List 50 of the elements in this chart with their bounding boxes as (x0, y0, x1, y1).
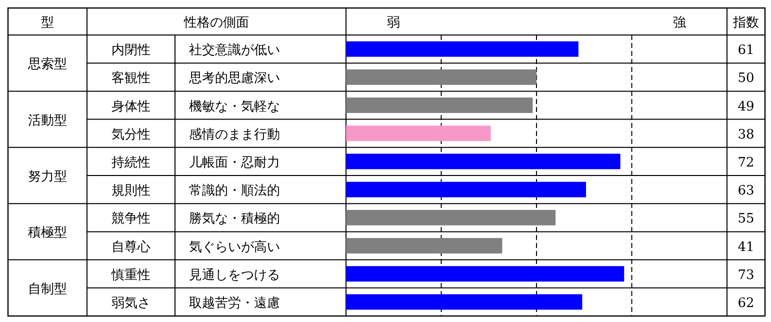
data-label: 41 (738, 240, 754, 255)
y-tick-label: 客観性 (112, 70, 150, 86)
data-label: 55 (738, 212, 754, 227)
bar (346, 98, 533, 113)
data-label: 49 (738, 99, 754, 114)
bar (346, 69, 536, 85)
text: 自制型 (28, 282, 67, 297)
bar (346, 41, 578, 57)
text: 勝気な・積極的 (189, 212, 280, 227)
text: 性格の側面 (183, 16, 249, 30)
data-label: 62 (738, 296, 754, 311)
text: 社交意識が低い (189, 42, 280, 58)
text: 気ぐらいが高い (189, 238, 280, 255)
text: 努力型 (28, 170, 67, 184)
bar (346, 294, 582, 310)
data-label: 73 (738, 268, 754, 283)
text: 弱 (387, 16, 400, 30)
y-tick-label: 内閉性 (112, 43, 150, 58)
bar (346, 266, 624, 282)
bar (346, 238, 502, 254)
text: 見通しをつける (189, 268, 280, 283)
y-tick-label: 持続性 (112, 155, 150, 170)
data-label: 38 (738, 127, 754, 142)
y-tick-label: 気分性 (112, 127, 150, 142)
y-tick-label: 身体性 (112, 99, 150, 114)
data-label: 63 (738, 184, 754, 199)
text: 思索型 (27, 57, 67, 72)
data-label: 72 (738, 155, 754, 170)
text: 機敏な・気軽な (189, 99, 280, 114)
text: 思考的思慮深い (188, 71, 280, 86)
bar (346, 210, 556, 226)
text: 常識的・順法的 (189, 184, 280, 199)
y-tick-label: 規則性 (112, 184, 150, 199)
y-tick-label: 競争性 (112, 212, 150, 227)
text: 儿帳面・忍耐力 (189, 155, 280, 170)
text: 感情のまま行動 (189, 127, 280, 142)
bar (346, 126, 491, 142)
y-tick-label: 慎重性 (110, 268, 150, 283)
text: 活動型 (28, 113, 67, 128)
text: 積極型 (28, 226, 67, 241)
text: 強 (672, 16, 686, 30)
bar (346, 154, 620, 170)
y-tick-label: 自尊心 (112, 238, 150, 255)
text: 型 (41, 16, 54, 30)
text: 取越苦労・遠慮 (189, 296, 280, 311)
y-tick-label: 弱気さ (112, 296, 150, 311)
text: 指数 (732, 16, 759, 30)
data-label: 61 (738, 43, 754, 58)
bar (346, 182, 586, 198)
data-label: 50 (738, 71, 754, 86)
